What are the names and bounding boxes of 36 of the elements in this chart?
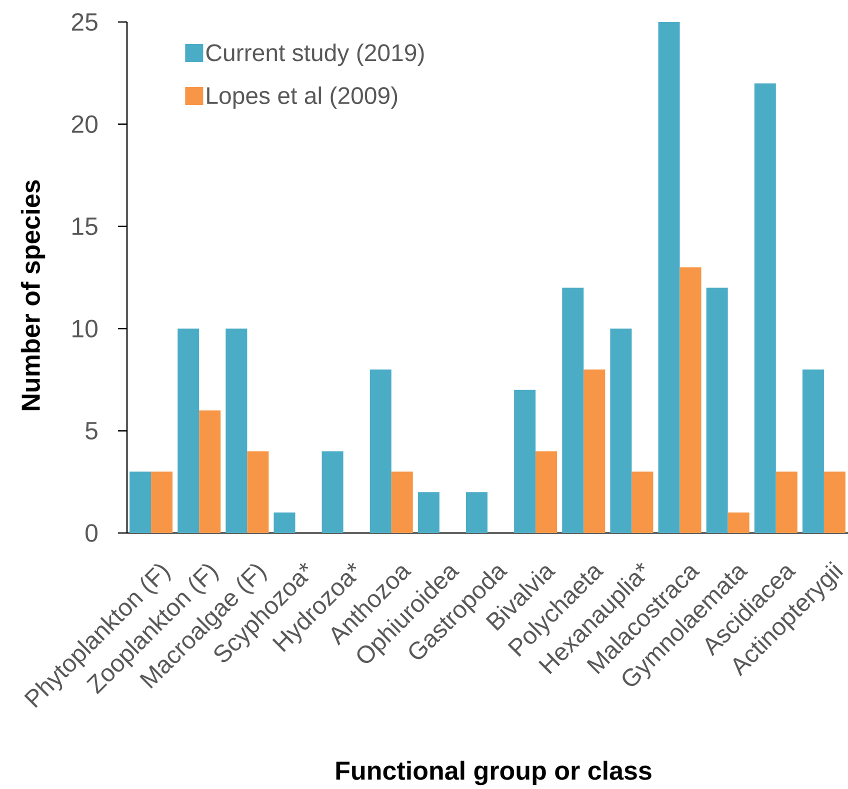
bar [754,83,776,533]
y-axis-title: Number of species [20,180,46,410]
y-tick-label: 20 [72,115,98,134]
legend-label: Lopes et al (2009) [207,86,398,109]
bar [370,369,392,533]
bar [562,288,584,533]
bar [322,451,344,533]
y-tick-label: 0 [86,524,98,542]
bar [632,472,654,533]
bar [728,512,750,533]
x-axis-title: Functional group or class [336,760,652,786]
y-tick-label: 25 [72,13,98,31]
bar [610,328,632,533]
bar [418,492,440,533]
bar [514,390,536,533]
y-tick-label: 15 [72,218,98,236]
y-tick-label: 10 [72,320,98,338]
bar [824,472,846,533]
bar [802,369,824,533]
bar [178,328,200,533]
bar [536,451,558,533]
bar [680,267,702,533]
bar [776,472,798,533]
bar [226,328,248,533]
y-tick-label: 5 [86,422,98,440]
legend-label: Current study (2019) [206,44,424,66]
bar [247,451,269,533]
bar [466,492,488,533]
bar [391,472,413,533]
bar [584,369,606,533]
bar [274,512,296,533]
bar [151,472,173,533]
bar [658,22,680,533]
bar [130,472,152,533]
bar [199,410,221,533]
bar [706,288,728,533]
